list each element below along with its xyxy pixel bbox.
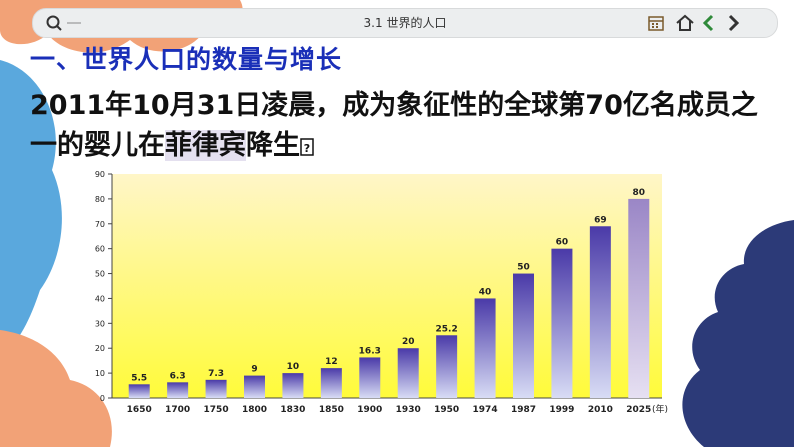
bar-1800 <box>244 375 265 398</box>
x-tick-label: 1930 <box>396 405 421 415</box>
navy-blob <box>682 220 794 447</box>
x-axis-unit: (年) <box>652 403 668 415</box>
bar-1930 <box>397 348 419 398</box>
y-tick-label: 80 <box>95 195 105 204</box>
chevron-right-icon[interactable] <box>725 14 741 32</box>
x-tick-label: 1987 <box>511 405 536 415</box>
plot-background <box>112 174 662 398</box>
y-tick-label: 30 <box>95 319 105 328</box>
search-icon <box>46 15 62 31</box>
decor-blob-left <box>0 60 62 360</box>
top-toolbar: 3.1 世界的人口 <box>32 8 778 38</box>
bar-1999 <box>551 248 573 398</box>
data-label: 60 <box>556 238 569 248</box>
svg-text:?: ? <box>304 142 310 155</box>
x-tick-label: 2010 <box>588 405 613 415</box>
blue-blob <box>0 60 62 360</box>
data-label: 20 <box>402 337 415 347</box>
bar-2025 <box>628 198 650 398</box>
data-label: 9 <box>251 365 257 375</box>
bar-1950 <box>436 335 458 398</box>
highlight-country: 菲律宾 <box>165 130 246 161</box>
x-tick-label: 1999 <box>549 405 574 415</box>
x-tick-label: 1750 <box>204 405 229 415</box>
decor-blob-bottom-left <box>0 330 112 447</box>
population-bar-chart: 0 10 20 30 40 50 60 70 80 90 5.5 1650 6.3 1700 7.3 1750… <box>95 170 668 415</box>
x-tick-label: 1974 <box>473 405 498 415</box>
home-icon[interactable] <box>675 14 695 32</box>
data-label: 16.3 <box>359 346 381 356</box>
x-tick-label: 1650 <box>127 405 152 415</box>
search-button[interactable] <box>45 13 85 33</box>
decor-blob-right <box>682 220 794 447</box>
data-label: 50 <box>517 263 530 273</box>
y-tick-label: 10 <box>95 369 105 378</box>
body-text: 2011年10月31日凌晨，成为象征性的全球第70亿名成员之一的婴儿在菲律宾降生… <box>30 86 775 166</box>
body-text-after: 降生 <box>246 130 300 161</box>
y-tick-label: 60 <box>95 245 105 254</box>
slide-title: 3.1 世界的人口 <box>363 16 447 30</box>
bar-1900 <box>359 357 381 398</box>
bar-1650 <box>128 384 150 398</box>
data-label: 10 <box>287 362 300 372</box>
bar-1974 <box>474 298 496 398</box>
y-tick-label: 90 <box>95 170 105 179</box>
x-tick-label: 1700 <box>165 405 190 415</box>
x-tick-label: 1850 <box>319 405 344 415</box>
data-label: 69 <box>594 215 607 225</box>
orange-blob-bottom <box>0 330 112 447</box>
x-tick-label: 1800 <box>242 405 267 415</box>
y-tick-label: 0 <box>100 394 105 403</box>
bar-1750 <box>205 379 227 398</box>
bar-1830 <box>282 373 304 398</box>
data-label: 25.2 <box>436 324 458 334</box>
y-tick-label: 70 <box>95 220 105 229</box>
y-tick-label: 40 <box>95 294 105 303</box>
x-tick-label: 2025 <box>626 405 651 415</box>
data-label: 12 <box>325 357 338 367</box>
chevron-left-icon[interactable] <box>701 14 717 32</box>
bar-1987 <box>513 273 534 398</box>
section-heading: 一、世界人口的数量与增长 <box>30 45 343 74</box>
y-tick-label: 20 <box>95 344 105 353</box>
placeholder-box-icon: ? <box>300 138 314 156</box>
x-tick-label: 1950 <box>434 405 459 415</box>
data-label: 5.5 <box>131 373 147 383</box>
bar-1850 <box>320 368 342 398</box>
data-label: 80 <box>633 188 646 198</box>
data-label: 6.3 <box>170 371 186 381</box>
body-text-before: 2011年10月31日凌晨，成为象征性的全球第70亿名成员之一的婴儿在 <box>30 90 758 161</box>
calendar-icon[interactable] <box>647 14 665 32</box>
x-tick-label: 1830 <box>280 405 305 415</box>
x-tick-label: 1900 <box>357 405 382 415</box>
data-label: 7.3 <box>208 369 224 379</box>
y-tick-label: 50 <box>95 270 105 279</box>
bar-1700 <box>167 382 189 398</box>
data-label: 40 <box>479 287 492 297</box>
bar-2010 <box>589 226 611 398</box>
